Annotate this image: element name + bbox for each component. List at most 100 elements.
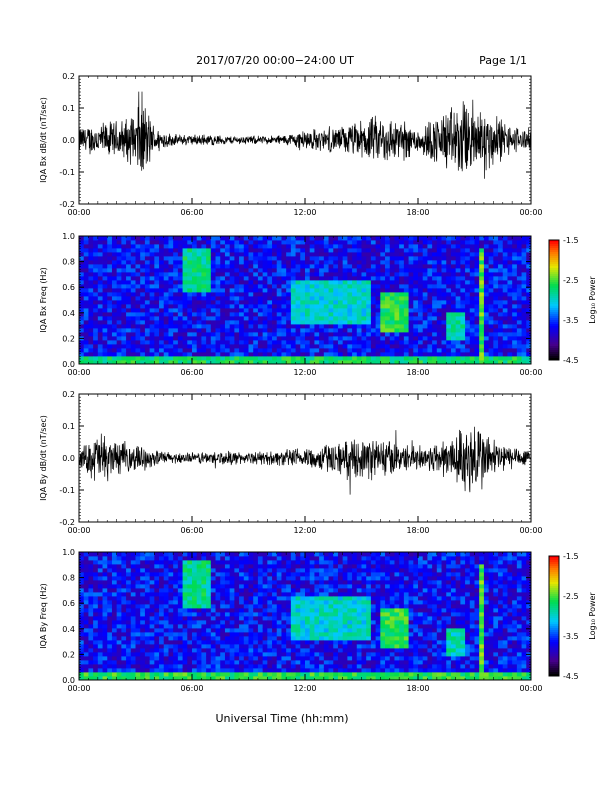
spectrogram-cell — [314, 296, 320, 301]
spectrogram-cell — [163, 588, 169, 593]
spectrogram-cell — [239, 300, 245, 305]
spectrogram-cell — [79, 268, 85, 273]
spectrogram-cell — [210, 248, 216, 253]
spectrogram-cell — [389, 360, 395, 365]
spectrogram-cell — [135, 584, 141, 589]
spectrogram-cell — [370, 272, 377, 277]
spectrogram-cell — [220, 644, 226, 649]
spectrogram-cell — [229, 628, 235, 633]
spectrogram-cell — [107, 348, 113, 353]
spectrogram-cell — [446, 344, 452, 349]
spectrogram-cell — [102, 324, 108, 329]
spectrogram-cell — [229, 640, 235, 645]
spectrogram-cell — [422, 280, 428, 285]
spectrogram-cell — [135, 652, 141, 657]
colorbar-cell — [549, 332, 559, 335]
spectrogram-cell — [526, 340, 532, 345]
spectrogram-cell — [135, 244, 141, 249]
spectrogram-cell — [93, 272, 99, 277]
spectrogram-cell — [243, 244, 249, 249]
spectrogram-cell — [121, 276, 127, 281]
spectrogram-cell — [201, 572, 207, 577]
spectrogram-cell — [483, 360, 490, 365]
spectrogram-cell — [177, 304, 183, 309]
spectrogram-cell — [234, 640, 240, 645]
spectrogram-cell — [215, 632, 221, 637]
spectrogram-cell — [450, 320, 457, 325]
spectrogram-cell — [493, 308, 499, 313]
spectrogram-cell — [163, 288, 169, 293]
spectrogram-cell — [111, 648, 118, 653]
spectrogram-cell — [149, 316, 155, 321]
spectrogram-cell — [121, 668, 127, 673]
spectrogram-cell — [436, 352, 442, 357]
spectrogram-cell — [465, 332, 471, 337]
spectrogram-cell — [465, 304, 471, 309]
spectrogram-cell — [210, 328, 216, 333]
spectrogram-cell — [507, 320, 513, 325]
spectrogram-cell — [366, 360, 372, 365]
spectrogram-cell — [290, 236, 296, 241]
spectrogram-cell — [483, 244, 490, 249]
spectrogram-cell — [182, 332, 188, 337]
spectrogram-cell — [83, 336, 89, 341]
spectrogram-cell — [224, 592, 231, 597]
spectrogram-cell — [229, 644, 235, 649]
spectrogram-cell — [347, 300, 353, 305]
spectrogram-cell — [502, 332, 508, 337]
spectrogram-cell — [323, 252, 329, 257]
spectrogram-cell — [347, 316, 353, 321]
bx-spectrogram-ylabel: IQA Bx Freq (Hz) — [39, 267, 48, 333]
spectrogram-cell — [206, 652, 212, 657]
spectrogram-cell — [163, 608, 169, 613]
spectrogram-cell — [130, 336, 136, 341]
spectrogram-cell — [474, 284, 480, 289]
spectrogram-cell — [215, 276, 221, 281]
spectrogram-cell — [248, 280, 254, 285]
spectrogram-cell — [135, 300, 141, 305]
spectrogram-cell — [210, 572, 216, 577]
spectrogram-cell — [262, 276, 268, 281]
spectrogram-cell — [196, 672, 202, 677]
spectrogram-cell — [375, 284, 381, 289]
spectrogram-cell — [182, 648, 188, 653]
spectrogram-cell — [253, 284, 259, 289]
spectrogram-cell — [403, 284, 409, 289]
spectrogram-cell — [159, 656, 165, 661]
spectrogram-cell — [526, 324, 532, 329]
spectrogram-cell — [342, 352, 348, 357]
spectrogram-cell — [168, 348, 174, 353]
spectrogram-cell — [130, 264, 136, 269]
spectrogram-cell — [323, 244, 329, 249]
spectrogram-cell — [79, 252, 85, 257]
spectrogram-cell — [93, 608, 99, 613]
spectrogram-cell — [210, 604, 216, 609]
spectrogram-cell — [460, 284, 466, 289]
spectrogram-cell — [347, 340, 353, 345]
spectrogram-cell — [498, 280, 504, 285]
spectrogram-cell — [83, 612, 89, 617]
spectrogram-cell — [196, 288, 202, 293]
spectrogram-cell — [455, 360, 461, 365]
spectrogram-cell — [323, 272, 329, 277]
spectrogram-cell — [201, 340, 207, 345]
spectrogram-cell — [243, 592, 249, 597]
spectrogram-cell — [375, 248, 381, 253]
spectrogram-cell — [309, 360, 315, 365]
spectrogram-cell — [319, 300, 325, 305]
spectrogram-cell — [168, 604, 174, 609]
spectrogram-cell — [144, 340, 151, 345]
spectrogram-cell — [229, 676, 235, 681]
spectrogram-cell — [149, 256, 155, 261]
spectrogram-cell — [121, 640, 127, 645]
spectrogram-cell — [135, 260, 141, 265]
colorbar-cell — [549, 352, 559, 355]
spectrogram-cell — [121, 624, 127, 629]
spectrogram-cell — [272, 256, 278, 261]
spectrogram-cell — [224, 576, 231, 581]
spectrogram-cell — [220, 332, 226, 337]
spectrogram-cell — [507, 324, 513, 329]
spectrogram-cell — [102, 552, 108, 557]
spectrogram-cell — [215, 304, 221, 309]
spectrogram-cell — [206, 588, 212, 593]
